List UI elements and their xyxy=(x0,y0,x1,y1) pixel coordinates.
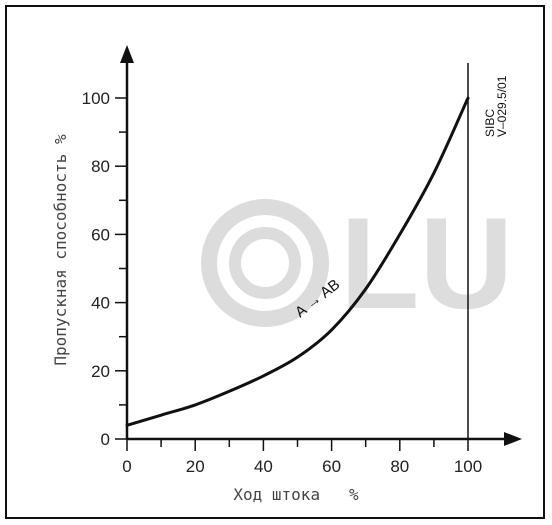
series-line xyxy=(125,96,470,427)
watermark-text: LU xyxy=(340,190,513,336)
figure-code-line2: V–029.5/01 xyxy=(495,75,509,137)
y-tick-label: 40 xyxy=(91,294,110,313)
chart-frame xyxy=(5,5,545,519)
x-tick-label: 80 xyxy=(390,457,409,476)
x-tick-label: 40 xyxy=(254,457,273,476)
x-axis-title: Ход штока % xyxy=(233,485,359,504)
y-tick-label: 100 xyxy=(82,89,110,108)
y-axis-arrow xyxy=(120,45,134,63)
figure-code-line1: SIBC xyxy=(483,109,497,137)
watermark-logo: LU xyxy=(201,190,513,336)
y-tick-label: 0 xyxy=(101,430,110,449)
y-tick-label: 80 xyxy=(91,157,110,176)
y-tick-label: 60 xyxy=(91,225,110,244)
y-tick-label: 20 xyxy=(91,362,110,381)
x-tick-label: 100 xyxy=(454,457,482,476)
figure-code: SIBC V–029.5/01 xyxy=(483,75,509,137)
y-axis-title: Пропускная способность % xyxy=(51,134,70,366)
x-tick-label: 60 xyxy=(322,457,341,476)
x-axis-arrow xyxy=(504,432,522,446)
x-tick-label: 0 xyxy=(122,457,131,476)
x-tick-label: 20 xyxy=(186,457,205,476)
